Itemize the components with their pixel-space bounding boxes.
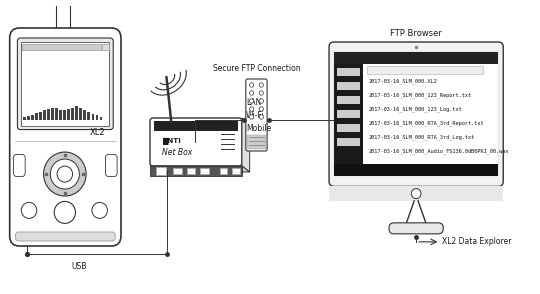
Bar [334, 164, 498, 176]
Circle shape [249, 91, 254, 95]
Text: █NTI: █NTI [161, 138, 180, 145]
Circle shape [259, 107, 264, 111]
Text: 2017-03-16_SLM_000_RTA_3rd_Log.txt: 2017-03-16_SLM_000_RTA_3rd_Log.txt [369, 134, 475, 140]
Text: 2017-03-16_SLM_000.XL2: 2017-03-16_SLM_000.XL2 [369, 78, 437, 83]
Bar [329, 186, 503, 201]
FancyBboxPatch shape [246, 79, 267, 151]
Text: LAN
Wi-Fi
Mobile: LAN Wi-Fi Mobile [246, 98, 271, 133]
Text: XL2 Data Explorer: XL2 Data Explorer [442, 237, 512, 246]
Circle shape [249, 83, 254, 87]
Circle shape [57, 166, 72, 182]
Bar [187, 168, 195, 174]
Text: Net Box: Net Box [161, 148, 192, 157]
Bar [337, 68, 360, 76]
Circle shape [54, 201, 76, 223]
Text: 2017-03-16_SLM_000_Audio_FS136.0dB0PKI_00.wav: 2017-03-16_SLM_000_Audio_FS136.0dB0PKI_0… [369, 148, 509, 153]
Circle shape [411, 189, 421, 199]
Text: 2017-03-16_SLM_000_123_Log.txt: 2017-03-16_SLM_000_123_Log.txt [369, 106, 462, 112]
Bar [59, 110, 62, 120]
Circle shape [259, 91, 264, 95]
Circle shape [249, 99, 254, 103]
Bar [87, 112, 90, 120]
Bar [71, 108, 75, 120]
FancyBboxPatch shape [10, 28, 121, 246]
Bar [173, 168, 182, 174]
Bar [150, 166, 242, 176]
Circle shape [50, 159, 79, 189]
Bar [337, 124, 360, 132]
Circle shape [21, 202, 37, 218]
Bar [337, 82, 360, 90]
Bar [31, 115, 34, 120]
Bar [154, 121, 238, 131]
Bar [27, 116, 30, 120]
Polygon shape [150, 166, 249, 172]
Bar [68, 109, 70, 120]
Bar [23, 118, 26, 120]
Bar [76, 106, 78, 120]
Text: 2017-03-16_SLM_000_RTA_3rd_Report.txt: 2017-03-16_SLM_000_RTA_3rd_Report.txt [369, 120, 484, 126]
Text: FTP Browser: FTP Browser [390, 29, 442, 38]
FancyBboxPatch shape [329, 42, 503, 186]
Bar [367, 66, 483, 74]
Circle shape [259, 83, 264, 87]
Text: XL2: XL2 [90, 128, 105, 136]
Bar [334, 52, 498, 64]
Circle shape [44, 152, 86, 196]
Bar [79, 108, 82, 120]
Bar [102, 44, 110, 50]
Circle shape [259, 115, 264, 119]
Bar [337, 138, 360, 146]
Bar [337, 96, 360, 104]
FancyBboxPatch shape [17, 38, 113, 130]
Bar [22, 44, 100, 50]
FancyBboxPatch shape [150, 118, 242, 166]
Bar [43, 111, 46, 120]
Circle shape [259, 99, 264, 103]
Bar [156, 167, 166, 175]
Bar [337, 110, 360, 118]
Bar [63, 111, 66, 120]
Bar [200, 168, 209, 174]
Bar [84, 110, 86, 120]
Text: USB: USB [72, 262, 87, 271]
Bar [220, 168, 227, 174]
Bar [51, 108, 54, 120]
Bar [35, 113, 38, 120]
FancyBboxPatch shape [14, 154, 25, 176]
Text: 2017-03-16_SLM_000_123_Report.txt: 2017-03-16_SLM_000_123_Report.txt [369, 92, 472, 98]
Bar [48, 109, 50, 120]
Circle shape [249, 107, 254, 111]
FancyBboxPatch shape [16, 232, 115, 241]
Bar [99, 117, 103, 120]
Bar [56, 108, 58, 120]
Bar [334, 64, 363, 176]
Circle shape [249, 115, 254, 119]
Text: Secure FTP Connection: Secure FTP Connection [213, 64, 300, 73]
Bar [334, 52, 498, 176]
Bar [21, 42, 110, 126]
Bar [232, 168, 240, 174]
Bar [96, 115, 98, 120]
Bar [39, 112, 42, 120]
Bar [247, 135, 266, 149]
FancyBboxPatch shape [389, 223, 443, 234]
FancyBboxPatch shape [105, 154, 117, 176]
Bar [91, 114, 94, 120]
Polygon shape [242, 118, 249, 172]
Circle shape [92, 202, 107, 218]
Circle shape [57, 202, 72, 218]
